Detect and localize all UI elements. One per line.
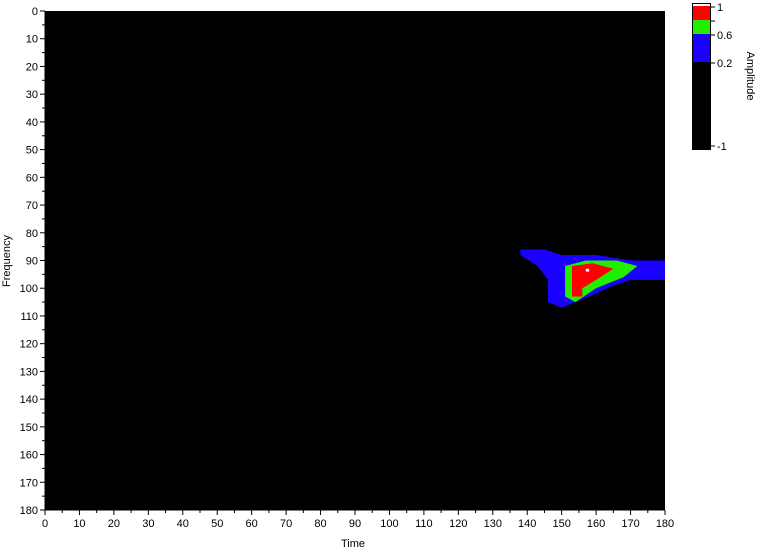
x-tick-label: 100: [380, 518, 398, 530]
x-tick-label: 60: [246, 518, 258, 530]
colorbar-tick-label: 0.2: [717, 58, 732, 70]
x-tick-label: 140: [518, 518, 536, 530]
colorbar-band: [692, 34, 711, 62]
y-tick-label: 110: [20, 311, 38, 323]
colorbar-frame: [692, 3, 711, 150]
y-tick-label: 10: [26, 34, 38, 46]
x-tick-label: 150: [552, 518, 570, 530]
y-tick-label: 60: [26, 172, 38, 184]
x-tick-label: 30: [142, 518, 154, 530]
x-tick-label: 50: [211, 518, 223, 530]
x-tick-label: 0: [42, 518, 48, 530]
colorbar: 1 0.6 0.2 -1: [692, 2, 732, 153]
y-tick-label: 80: [26, 228, 38, 240]
x-tick-label: 90: [349, 518, 361, 530]
colorbar-tick-label: 1: [717, 2, 723, 14]
x-tick-label: 80: [314, 518, 326, 530]
x-tick-label: 70: [280, 518, 292, 530]
y-tick-label: 0: [32, 6, 38, 18]
y-tick-label: 170: [20, 477, 38, 489]
y-tick-label: 50: [26, 145, 38, 157]
plot-area: [45, 11, 665, 510]
x-tick-label: 170: [621, 518, 639, 530]
colorbar-label: Amplitude: [744, 52, 756, 101]
y-tick-label: 100: [20, 283, 38, 295]
y-tick-label: 130: [20, 366, 38, 378]
y-tick-label: 180: [20, 505, 38, 517]
x-tick-label: 120: [449, 518, 467, 530]
x-tick-label: 40: [177, 518, 189, 530]
colorbar-band: [692, 3, 711, 6]
axes: 0 10 20 30 40 50 60 70 80 90 100 110 120 130 140 150 160…: [20, 6, 675, 530]
y-tick-label: 140: [20, 394, 38, 406]
level-region-1: [585, 268, 590, 272]
y-tick-label: 40: [26, 117, 38, 129]
y-tick-label: 70: [26, 200, 38, 212]
x-tick-label: 20: [108, 518, 120, 530]
colorbar-tick-label: 0.6: [717, 30, 732, 42]
y-axis-label: Frequency: [1, 235, 13, 287]
colorbar-band: [692, 6, 711, 20]
colorbar-band: [692, 62, 711, 150]
y-tick-label: 150: [20, 422, 38, 434]
y-tick-label: 30: [26, 89, 38, 101]
x-tick-label: 10: [73, 518, 85, 530]
x-tick-label: 110: [415, 518, 433, 530]
x-tick-label: 130: [484, 518, 502, 530]
colorbar-band: [692, 20, 711, 34]
y-tick-label: 90: [26, 256, 38, 268]
x-tick-label: 180: [656, 518, 674, 530]
y-tick-label: 160: [20, 450, 38, 462]
y-tick-label: 120: [20, 339, 38, 351]
x-axis-label: Time: [341, 538, 365, 550]
level-region-0.8: [572, 263, 614, 297]
colorbar-tick-label: -1: [717, 141, 727, 153]
y-tick-label: 20: [26, 61, 38, 73]
x-tick-label: 160: [587, 518, 605, 530]
